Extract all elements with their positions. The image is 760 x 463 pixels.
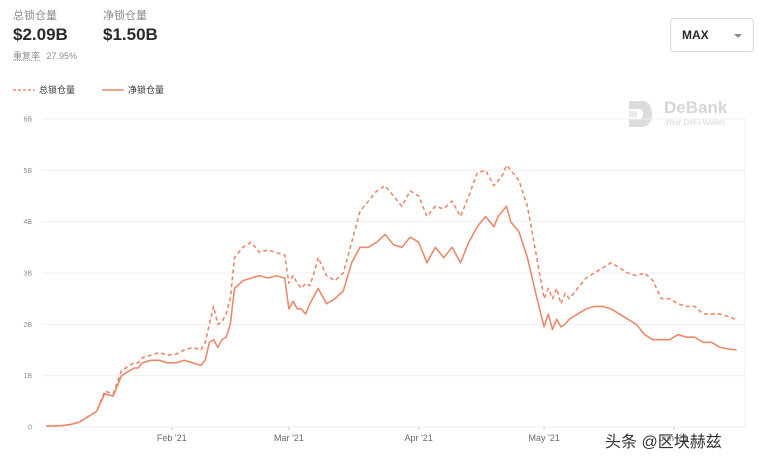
x-tick-label: May '21 — [529, 433, 560, 443]
x-tick-label: Mar '21 — [274, 433, 304, 443]
y-tick-label: 3B — [23, 271, 32, 278]
chevron-down-icon — [734, 34, 742, 38]
y-tick-label: 5B — [23, 168, 32, 175]
legend-label-net: 净锁仓量 — [128, 85, 165, 95]
net-tvl-metric: 净锁仓量 $1.50B — [103, 10, 158, 46]
duplication-ratio: 重复率 27.95% — [13, 49, 77, 62]
y-tick-label: 0 — [28, 425, 32, 432]
x-tick-label: Jun '21 — [659, 433, 688, 443]
watermark-tagline: Your DeFi Wallet — [665, 118, 725, 127]
x-tick-label: Feb '21 — [157, 433, 187, 443]
watermark-name: DeBank — [664, 98, 728, 117]
legend-label-total: 总锁仓量 — [39, 85, 76, 95]
total-tvl-metric: 总锁仓量 $2.09B — [13, 10, 68, 46]
duplication-ratio-value: 27.95% — [46, 51, 78, 61]
y-tick-label: 2B — [23, 322, 32, 329]
legend-item-net[interactable]: 净锁仓量 — [102, 83, 164, 96]
debank-watermark: DeBank Your DeFi Wallet — [627, 98, 747, 131]
total-tvl-value: $2.09B — [13, 25, 68, 44]
y-tick-label: 6B — [23, 117, 32, 124]
time-range-select[interactable]: MAX — [670, 18, 754, 52]
y-tick-label: 4B — [23, 219, 32, 226]
solid-line-icon — [102, 88, 124, 91]
net-tvl-value: $1.50B — [103, 25, 158, 44]
series-line-net-tvl — [46, 205, 737, 427]
time-range-selected: MAX — [682, 28, 709, 42]
x-tick-label: Apr '21 — [404, 433, 432, 443]
total-tvl-label: 总锁仓量 — [13, 10, 57, 22]
dashed-line-icon — [13, 88, 35, 91]
credit-watermark: 头条 @区块赫兹 — [605, 434, 722, 451]
net-tvl-label: 净锁仓量 — [103, 10, 147, 22]
y-tick-label: 1B — [23, 373, 32, 380]
legend-item-total[interactable]: 总锁仓量 — [13, 83, 75, 96]
debank-logo-icon — [629, 101, 652, 127]
series-line-total-tvl — [46, 164, 737, 427]
duplication-ratio-label: 重复率 — [13, 51, 41, 61]
